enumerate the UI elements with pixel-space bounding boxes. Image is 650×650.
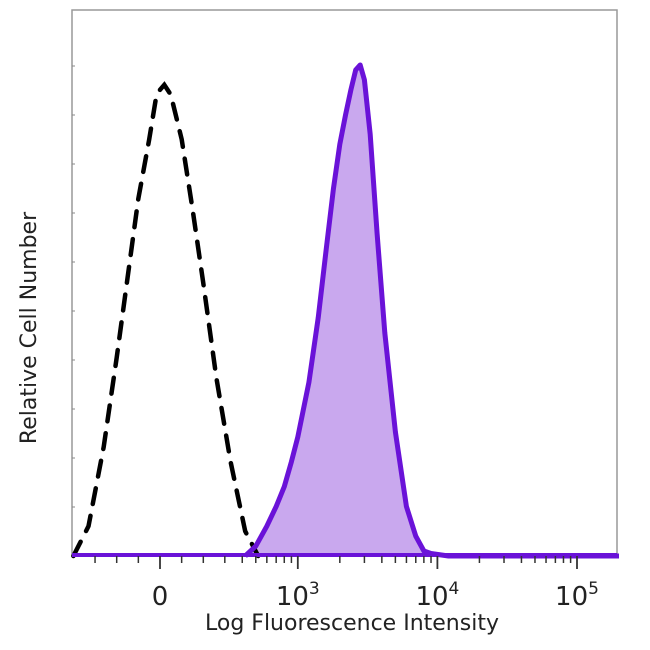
x-tick-label: 0 — [152, 582, 169, 612]
line-layer — [71, 62, 619, 559]
tick-label-layer: 0 103 104 105 — [152, 579, 599, 612]
x-tick-label: 105 — [555, 579, 599, 612]
tick-layer — [72, 65, 578, 569]
y-axis-title: Relative Cell Number — [17, 211, 42, 444]
x-axis-title: Log Fluorescence Intensity — [205, 611, 499, 636]
fill-layer — [245, 65, 619, 556]
x-tick-label: 103 — [276, 579, 320, 612]
series-line-1 — [71, 81, 261, 559]
x-tick-label: 104 — [415, 579, 459, 612]
series-fill-area-2 — [245, 65, 619, 556]
